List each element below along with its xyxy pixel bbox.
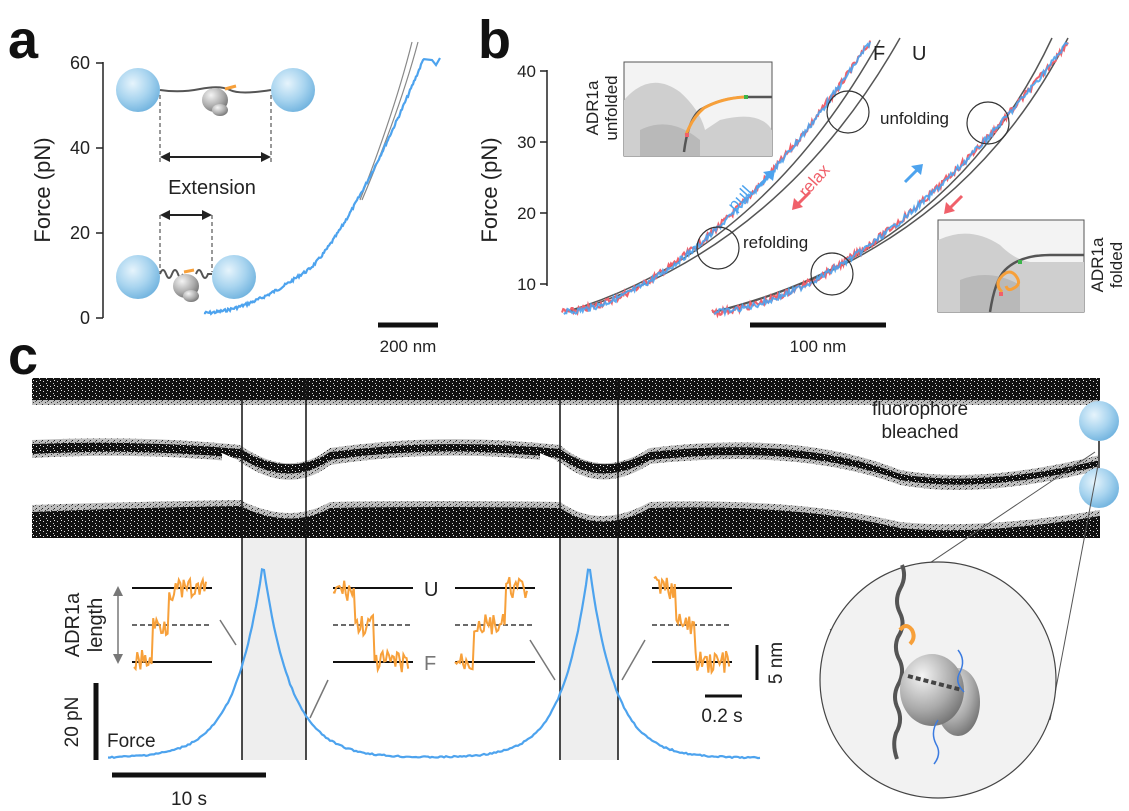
panel-a-letter: a [8,10,39,70]
refolding-marker [696,226,740,270]
callout-line [309,679,329,719]
panel-b-ytick-label: 40 [517,62,536,81]
panel-a-extension-label: Extension [168,177,256,199]
bead [1079,401,1119,441]
panel-b-relax-label: relax [795,160,834,200]
length-trace [133,575,207,672]
arrowhead-marker-icon [222,453,240,469]
panel-a-model-line [359,41,413,201]
arrowhead-icon [113,586,123,596]
arrowhead-icon [763,170,775,181]
panel-b-model-F [564,39,881,313]
shaded-interval [242,538,306,760]
unfolding-marker [826,90,870,134]
inset-folded-label: folded [1107,242,1126,288]
panel-a-ylabel: Force (pN) [30,137,55,242]
protein-icon [183,290,199,302]
panel-b-ytick-label: 30 [517,133,536,152]
zoom-line [1049,459,1100,721]
kymograph [32,378,1100,538]
arrowhead-icon [113,654,123,664]
protein-linker [183,268,195,274]
panel-b-pull-label: pull [724,182,756,214]
callout-line [621,639,646,681]
panel-b-model-F2 [711,37,1053,313]
nm-scale-label: 5 nm [766,642,787,684]
bead [212,255,256,299]
panel-b-refolding-label: refolding [743,233,808,252]
panel-a: a Force (pN) 0 20 40 60 Extension [8,10,441,356]
arrowhead-icon [160,152,170,162]
panel-b-ytick-label: 20 [517,204,536,223]
panel-a-ytick-label: 0 [80,308,90,328]
force-trace [107,567,761,760]
protein-icon [212,104,228,116]
length-trace [653,575,731,676]
arrowhead-icon [202,210,212,220]
state-U-label: U [424,579,438,601]
force-label: Force [107,731,156,752]
refolding-marker [810,252,854,296]
state-F-label: F [424,653,436,675]
arrowhead-icon [792,198,803,210]
arrowhead-icon [911,164,923,175]
panel-b-unfolding-label: unfolding [880,109,949,128]
panel-b-F-label: F [873,43,885,65]
inset-folded-label: ADR1a [1088,237,1107,292]
molecule-zoom [819,561,1057,799]
force-scale-label: 20 pN [62,697,83,748]
panel-a-model-line [361,41,419,201]
callout-line [529,639,556,681]
length-label: length [85,598,107,653]
arrowhead-icon [160,210,170,220]
time-small-scale-label: 0.2 s [701,706,742,727]
panel-a-force-curve [203,57,441,316]
bead [116,255,160,299]
unfolding-marker [966,101,1010,145]
bead [1079,468,1119,508]
callout-line [219,619,237,646]
panel-b-ylabel: Force (pN) [477,137,502,242]
panel-b-model-U2 [715,37,1069,313]
panel-b-ytick-label: 10 [517,275,536,294]
dna-tether [159,86,272,94]
time-scale-label: 10 s [171,789,207,810]
protein-linker [224,84,237,91]
length-trace [332,580,410,674]
shaded-interval [560,538,618,760]
panel-a-scalebar-label: 200 nm [380,337,437,356]
length-trace [454,576,528,671]
panel-b-U-label: U [912,43,926,65]
inset-unfolded-label: unfolded [602,75,621,140]
bleached-label: bleached [881,422,958,443]
bead [116,68,160,112]
arrowhead-icon [944,202,955,214]
panel-b: b Force (pN) 10 20 30 40 F U unfolding r… [477,10,1126,356]
panel-a-ytick-label: 40 [70,138,90,158]
arrowhead-marker-icon [540,453,558,469]
panel-a-ytick-label: 20 [70,223,90,243]
inset-unfolded-label: ADR1a [583,80,602,135]
length-label: ADR1a [62,592,84,657]
fluorophore-label: fluorophore [872,399,968,420]
panel-b-pull-curve [713,42,1069,318]
panel-a-ytick-label: 60 [70,53,90,73]
arrowhead-icon [261,152,271,162]
panel-b-letter: b [478,10,511,70]
inset-unfolded [623,61,773,157]
panel-c: c fluorophore bleached [8,326,1119,810]
bead [271,68,315,112]
inset-folded [937,219,1085,313]
panel-b-scalebar-label: 100 nm [790,337,847,356]
panel-c-letter: c [8,326,38,386]
